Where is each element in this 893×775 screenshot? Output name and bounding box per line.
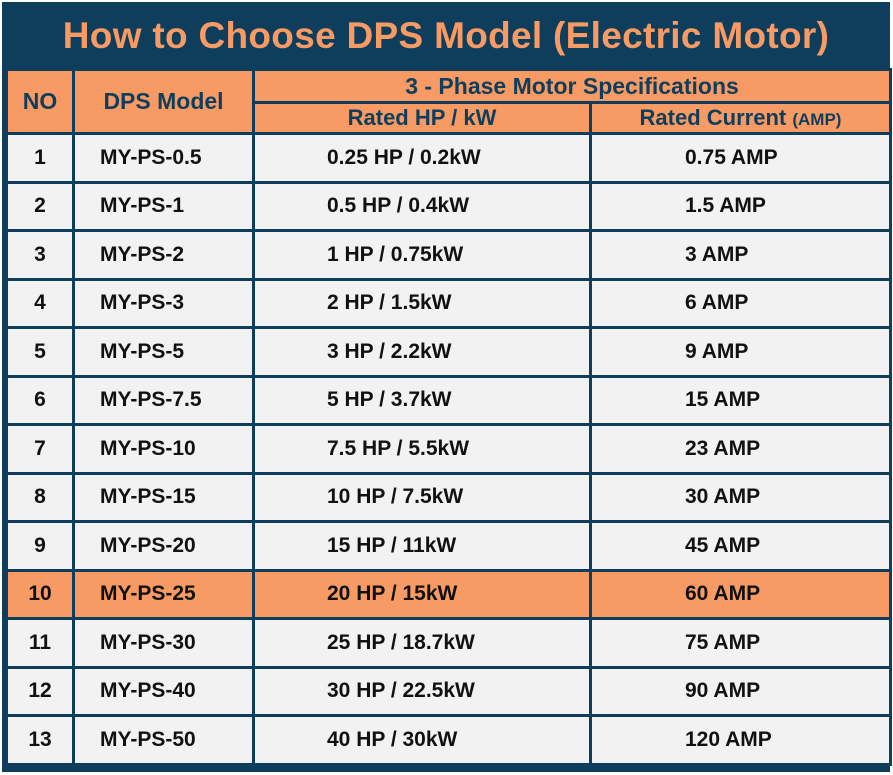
cell-model: MY-PS-0.5 xyxy=(72,132,255,184)
cell-hp: 2 HP / 1.5kW xyxy=(252,277,592,329)
cell-model: MY-PS-10 xyxy=(72,423,255,475)
table-row: 12 MY-PS-40 30 HP / 22.5kW 90 AMP xyxy=(5,665,892,717)
cell-no: 4 xyxy=(5,277,75,329)
cell-hp: 15 HP / 11kW xyxy=(252,520,592,572)
cell-current: 90 AMP xyxy=(589,665,892,717)
cell-current: 6 AMP xyxy=(589,277,892,329)
cell-current: 75 AMP xyxy=(589,617,892,669)
cell-model: MY-PS-25 xyxy=(72,568,255,620)
cell-no: 7 xyxy=(5,423,75,475)
cell-no: 11 xyxy=(5,617,75,669)
cell-hp: 30 HP / 22.5kW xyxy=(252,665,592,717)
header-current-label: Rated Current xyxy=(639,105,787,130)
cell-hp: 0.5 HP / 0.4kW xyxy=(252,180,592,232)
cell-current: 120 AMP xyxy=(589,714,892,766)
cell-current: 3 AMP xyxy=(589,229,892,281)
table-row: 4 MY-PS-3 2 HP / 1.5kW 6 AMP xyxy=(5,277,892,329)
table-row: 9 MY-PS-20 15 HP / 11kW 45 AMP xyxy=(5,520,892,572)
header-current: Rated Current (AMP) xyxy=(589,101,892,135)
cell-no: 12 xyxy=(5,665,75,717)
table-row: 3 MY-PS-2 1 HP / 0.75kW 3 AMP xyxy=(5,229,892,281)
cell-hp: 25 HP / 18.7kW xyxy=(252,617,592,669)
cell-current: 9 AMP xyxy=(589,326,892,378)
table-row: 1 MY-PS-0.5 0.25 HP / 0.2kW 0.75 AMP xyxy=(5,132,892,184)
table-row: 13 MY-PS-50 40 HP / 30kW 120 AMP xyxy=(5,714,892,766)
cell-no: 2 xyxy=(5,180,75,232)
cell-model: MY-PS-20 xyxy=(72,520,255,572)
cell-hp: 10 HP / 7.5kW xyxy=(252,471,592,523)
cell-hp: 5 HP / 3.7kW xyxy=(252,374,592,426)
cell-model: MY-PS-5 xyxy=(72,326,255,378)
table-row: 10 MY-PS-25 20 HP / 15kW 60 AMP xyxy=(5,568,892,620)
spec-table: NO DPS Model 3 - Phase Motor Specificati… xyxy=(5,68,892,766)
cell-current: 45 AMP xyxy=(589,520,892,572)
header-hp: Rated HP / kW xyxy=(252,101,592,135)
cell-model: MY-PS-15 xyxy=(72,471,255,523)
cell-hp: 3 HP / 2.2kW xyxy=(252,326,592,378)
header-model: DPS Model xyxy=(72,68,255,135)
cell-no: 8 xyxy=(5,471,75,523)
cell-current: 30 AMP xyxy=(589,471,892,523)
table-row: 8 MY-PS-15 10 HP / 7.5kW 30 AMP xyxy=(5,471,892,523)
table-row: 5 MY-PS-5 3 HP / 2.2kW 9 AMP xyxy=(5,326,892,378)
header-current-unit: (AMP) xyxy=(792,110,842,129)
header-no: NO xyxy=(5,68,75,135)
page-title: How to Choose DPS Model (Electric Motor) xyxy=(62,15,830,56)
cell-current: 60 AMP xyxy=(589,568,892,620)
table-row: 7 MY-PS-10 7.5 HP / 5.5kW 23 AMP xyxy=(5,423,892,475)
cell-hp: 40 HP / 30kW xyxy=(252,714,592,766)
cell-no: 10 xyxy=(5,568,75,620)
cell-model: MY-PS-50 xyxy=(72,714,255,766)
cell-hp: 20 HP / 15kW xyxy=(252,568,592,620)
cell-no: 1 xyxy=(5,132,75,184)
table-row: 6 MY-PS-7.5 5 HP / 3.7kW 15 AMP xyxy=(5,374,892,426)
cell-no: 3 xyxy=(5,229,75,281)
cell-model: MY-PS-3 xyxy=(72,277,255,329)
cell-model: MY-PS-2 xyxy=(72,229,255,281)
cell-no: 6 xyxy=(5,374,75,426)
cell-model: MY-PS-7.5 xyxy=(72,374,255,426)
header-group: 3 - Phase Motor Specifications xyxy=(252,68,892,104)
cell-hp: 0.25 HP / 0.2kW xyxy=(252,132,592,184)
cell-no: 5 xyxy=(5,326,75,378)
cell-hp: 7.5 HP / 5.5kW xyxy=(252,423,592,475)
table-row: 2 MY-PS-1 0.5 HP / 0.4kW 1.5 AMP xyxy=(5,180,892,232)
cell-current: 15 AMP xyxy=(589,374,892,426)
cell-current: 1.5 AMP xyxy=(589,180,892,232)
cell-current: 0.75 AMP xyxy=(589,132,892,184)
table-row: 11 MY-PS-30 25 HP / 18.7kW 75 AMP xyxy=(5,617,892,669)
cell-model: MY-PS-40 xyxy=(72,665,255,717)
cell-model: MY-PS-30 xyxy=(72,617,255,669)
cell-no: 9 xyxy=(5,520,75,572)
cell-no: 13 xyxy=(5,714,75,766)
cell-model: MY-PS-1 xyxy=(72,180,255,232)
cell-hp: 1 HP / 0.75kW xyxy=(252,229,592,281)
cell-current: 23 AMP xyxy=(589,423,892,475)
